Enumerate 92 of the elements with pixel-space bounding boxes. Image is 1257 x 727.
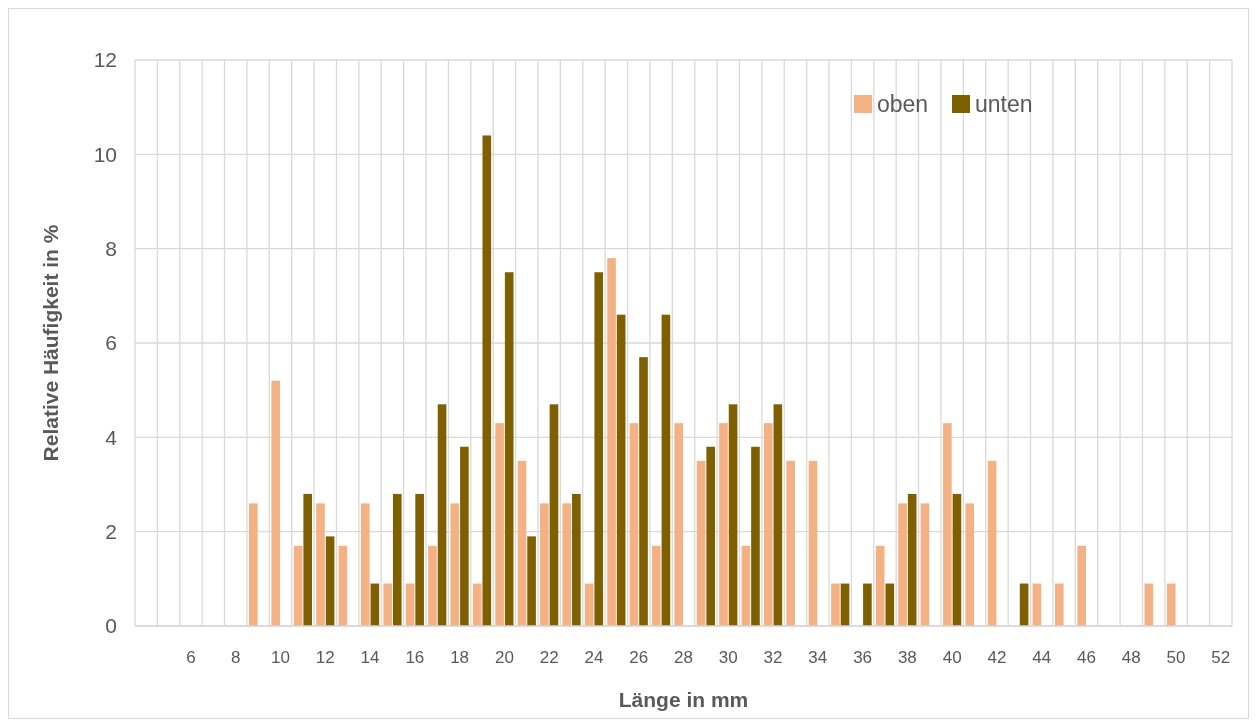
- bar: [392, 493, 402, 626]
- x-tick-label: 10: [271, 648, 290, 667]
- bar: [495, 423, 504, 626]
- bar: [863, 583, 872, 626]
- x-tick-label: 42: [987, 648, 1007, 667]
- x-tick-label: 40: [942, 648, 962, 667]
- bar: [808, 460, 818, 626]
- y-tick-label: 6: [105, 331, 117, 355]
- bar: [751, 446, 760, 626]
- bar: [1054, 583, 1064, 626]
- x-tick-label: 50: [1166, 648, 1186, 667]
- bar: [1077, 545, 1086, 626]
- legend-label: unten: [975, 91, 1033, 118]
- x-tick-label: 46: [1077, 648, 1096, 667]
- bar: [875, 545, 885, 626]
- bar: [517, 460, 527, 626]
- bar: [249, 503, 258, 626]
- x-tick-label: 20: [494, 648, 514, 667]
- bar: [661, 314, 671, 626]
- bar: [1166, 583, 1176, 626]
- y-tick-label: 8: [105, 237, 117, 261]
- x-tick-label: 30: [718, 648, 738, 667]
- x-tick-label: 24: [584, 648, 604, 667]
- x-tick-label: 48: [1121, 648, 1141, 667]
- bar: [293, 545, 303, 626]
- bar: [360, 503, 370, 626]
- bar: [728, 404, 738, 626]
- bar: [885, 583, 895, 626]
- bar: [920, 503, 930, 626]
- y-axis-title: Relative Häufigkeit in %: [39, 224, 62, 462]
- bar: [428, 545, 437, 626]
- bar: [504, 272, 514, 626]
- x-tick-label: 8: [231, 648, 241, 667]
- y-tick-label: 12: [93, 48, 117, 72]
- bar: [540, 503, 549, 626]
- bar: [965, 503, 975, 626]
- bar: [763, 423, 773, 626]
- bar: [629, 423, 639, 626]
- bar: [907, 493, 917, 626]
- bar: [383, 583, 392, 626]
- bar: [460, 446, 469, 626]
- bar: [271, 380, 281, 626]
- bar: [786, 460, 795, 626]
- bar: [706, 446, 715, 626]
- x-tick-label: 26: [629, 648, 649, 667]
- bar: [987, 460, 997, 626]
- x-tick-label: 22: [539, 648, 559, 667]
- y-tick-label: 0: [105, 614, 117, 638]
- x-tick-label: 28: [674, 648, 693, 667]
- y-tick-label: 4: [105, 425, 118, 449]
- bar: [562, 503, 572, 626]
- x-tick-label: 14: [360, 648, 380, 667]
- x-tick-label: 34: [808, 648, 828, 667]
- y-tick-label: 2: [105, 520, 117, 544]
- bar: [652, 545, 661, 626]
- x-tick-label: 6: [186, 648, 196, 667]
- legend-label: oben: [877, 91, 929, 118]
- bar: [696, 460, 706, 626]
- bar: [527, 536, 536, 626]
- x-tick-label: 12: [315, 648, 335, 667]
- bar: [831, 583, 840, 626]
- x-tick-label: 16: [405, 648, 425, 667]
- bar: [952, 493, 962, 626]
- x-tick-label: 38: [897, 648, 917, 667]
- bar: [773, 404, 783, 626]
- x-tick-label: 36: [853, 648, 873, 667]
- x-tick-label: 52: [1211, 648, 1231, 667]
- x-tick-label: 32: [763, 648, 783, 667]
- bar: [572, 493, 581, 626]
- bar: [437, 404, 447, 626]
- bar: [943, 423, 952, 626]
- bar: [607, 258, 616, 626]
- bar: [450, 503, 460, 626]
- bar: [549, 404, 559, 626]
- bar: [325, 536, 335, 626]
- bar: [616, 314, 626, 626]
- bar: [303, 493, 313, 626]
- x-tick-label: 44: [1032, 648, 1052, 667]
- bar: [674, 423, 684, 626]
- x-axis-title: Länge in mm: [618, 688, 749, 711]
- bar: [316, 503, 325, 626]
- bar: [898, 503, 907, 626]
- bar: [719, 423, 728, 626]
- bar: [415, 493, 424, 626]
- bar: [594, 272, 604, 626]
- y-tick-label: 10: [93, 142, 117, 166]
- bar: [338, 545, 348, 626]
- x-tick-label: 18: [450, 648, 470, 667]
- bar: [482, 135, 492, 626]
- bar: [639, 357, 648, 626]
- bar: [741, 545, 751, 626]
- bar: [472, 583, 482, 626]
